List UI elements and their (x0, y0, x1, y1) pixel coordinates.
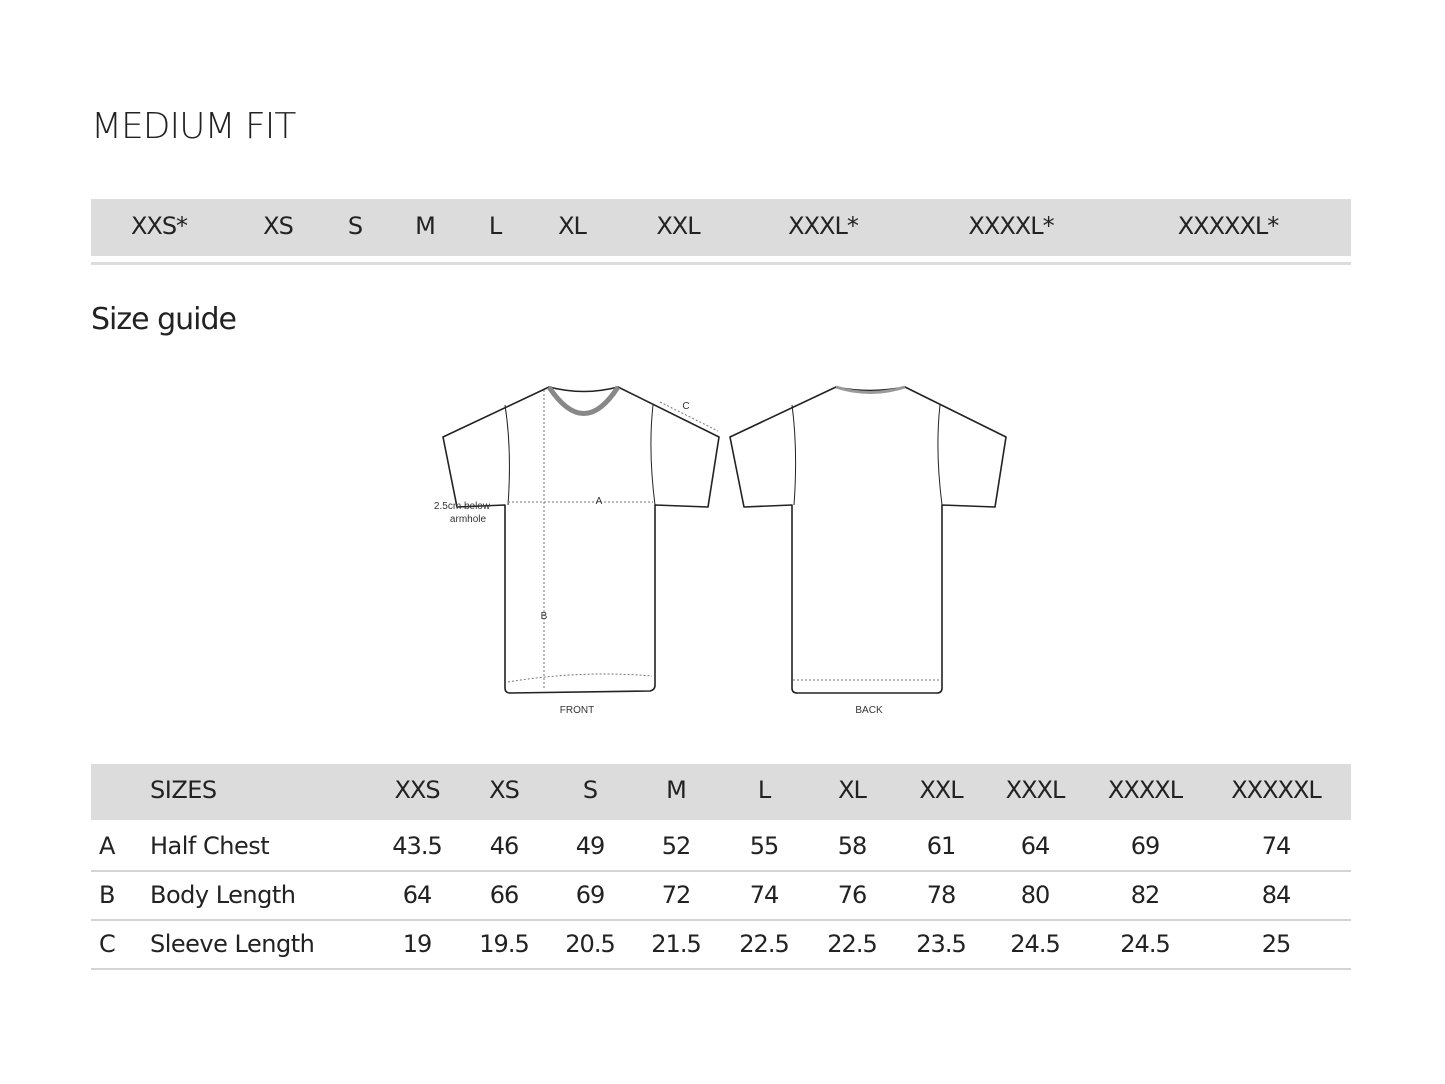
measure-value: 23.5 (916, 930, 966, 958)
size-xxxl: XXXL* (788, 212, 859, 240)
measure-value: 82 (1130, 881, 1161, 909)
col-l: L (757, 776, 771, 804)
measure-value: 69 (575, 881, 606, 909)
tshirt-illustration (442, 385, 1007, 694)
size-xxl: XXL (656, 212, 700, 240)
measure-key: A (99, 832, 115, 860)
measure-value: 46 (489, 832, 520, 860)
measure-note-line2: armhole (449, 514, 487, 525)
divider (91, 262, 1351, 265)
measure-value: 78 (926, 881, 957, 909)
measure-key: C (99, 930, 116, 958)
col-xxl: XXL (919, 776, 963, 804)
size-m: M (415, 212, 436, 240)
col-m: M (666, 776, 687, 804)
col-s: S (582, 776, 598, 804)
col-xxs: XXS (394, 776, 440, 804)
tshirt-diagram: 2.5cm below armhole A B C FRONT BACK (420, 370, 1020, 730)
measure-note-line1: 2.5cm below (433, 501, 491, 512)
tshirt-front (442, 386, 720, 694)
col-xl: XL (838, 776, 867, 804)
measure-label: Half Chest (150, 832, 270, 860)
measure-value: 66 (489, 881, 520, 909)
col-xs: XS (489, 776, 520, 804)
size-xxs: XXS* (130, 212, 188, 240)
measure-value: 74 (1261, 832, 1292, 860)
measure-value: 64 (1020, 832, 1051, 860)
tshirt-back (729, 386, 1007, 694)
measure-value: 74 (749, 881, 780, 909)
measure-value: 21.5 (651, 930, 701, 958)
measure-value: 69 (1130, 832, 1161, 860)
size-xxxxxl: XXXXXL* (1177, 212, 1280, 240)
measure-key: B (99, 881, 115, 909)
measure-value: 58 (837, 832, 868, 860)
measure-label: Body Length (150, 881, 296, 909)
table-row: C Sleeve Length 19 19.5 20.5 21.5 22.5 22.5 23.5… (91, 920, 1351, 970)
measure-value: 55 (749, 832, 780, 860)
measure-label: Sleeve Length (150, 930, 315, 958)
available-sizes-bar: XXS* XS S M L XL XXL XXXL* XXXXL* XXXXXL… (91, 199, 1351, 256)
measure-value: 49 (575, 832, 606, 860)
measure-value: 19 (402, 930, 433, 958)
size-xs: XS (263, 212, 294, 240)
measure-b-label: B (540, 611, 548, 622)
col-xxxl: XXXL (1005, 776, 1066, 804)
sizes-header: SIZES (150, 776, 217, 804)
col-xxxxl: XXXXL (1107, 776, 1183, 804)
measure-value: 22.5 (827, 930, 877, 958)
measure-value: 19.5 (479, 930, 529, 958)
table-row: A Half Chest 43.5 46 49 52 55 58 61 64 69 74 (91, 822, 1351, 872)
size-s: S (347, 212, 363, 240)
section-title: Size guide (91, 302, 237, 337)
measure-value: 84 (1261, 881, 1292, 909)
table-row: B Body Length 64 66 69 72 74 76 78 80 82 84 (91, 871, 1351, 921)
measure-value: 72 (661, 881, 692, 909)
measure-value: 76 (837, 881, 868, 909)
measure-value: 43.5 (392, 832, 442, 860)
size-xl: XL (558, 212, 587, 240)
size-table-header: SIZES XXS XS S M L XL XXL XXXL XXXXL XXX… (91, 764, 1351, 820)
size-l: L (488, 212, 502, 240)
front-label: FRONT (559, 705, 595, 716)
measure-value: 64 (402, 881, 433, 909)
measure-value: 22.5 (739, 930, 789, 958)
col-xxxxxl: XXXXXL (1231, 776, 1322, 804)
measure-c-label: C (682, 401, 690, 412)
measure-value: 24.5 (1010, 930, 1060, 958)
page-title: MEDIUM FIT (91, 106, 296, 147)
measure-value: 80 (1020, 881, 1051, 909)
measure-value: 61 (926, 832, 957, 860)
measure-value: 20.5 (565, 930, 615, 958)
back-label: BACK (855, 705, 883, 716)
measure-value: 25 (1261, 930, 1292, 958)
measure-a-label: A (595, 496, 603, 507)
measure-value: 24.5 (1120, 930, 1170, 958)
size-xxxxl: XXXXL* (968, 212, 1054, 240)
measure-value: 52 (661, 832, 692, 860)
